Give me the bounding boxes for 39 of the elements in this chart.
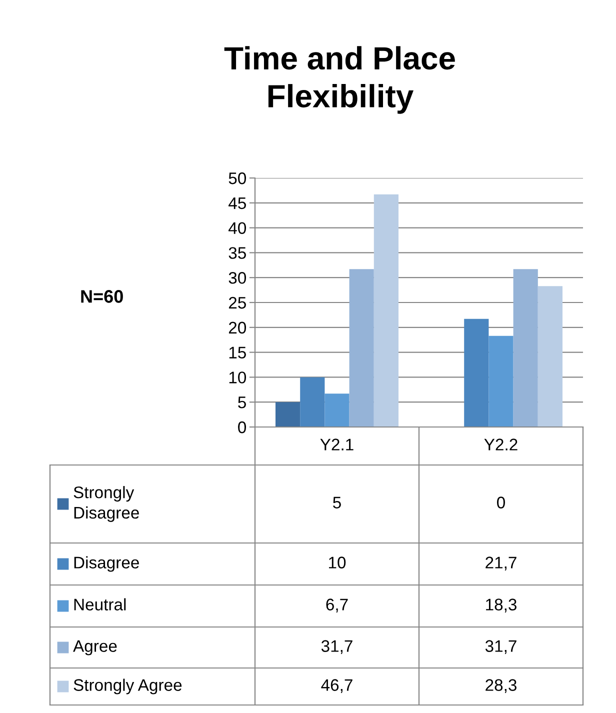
data-label: 18,3 xyxy=(486,598,516,612)
y-tick-label: 20 xyxy=(228,322,246,334)
bar xyxy=(300,377,325,427)
data-label: 31,7 xyxy=(321,640,352,654)
legend-label: Neutral xyxy=(74,598,126,610)
bar xyxy=(488,336,514,427)
y-tick-label: 30 xyxy=(228,272,246,284)
bar xyxy=(464,318,489,427)
data-label: 28,3 xyxy=(486,679,516,693)
data-label: 0 xyxy=(497,496,505,508)
y-tick-label: 25 xyxy=(228,296,246,309)
y-tick-label: 0 xyxy=(238,421,246,434)
x-tick-label: Y2.1 xyxy=(320,438,354,450)
y-tick-label: 40 xyxy=(228,222,246,234)
text: N=60 xyxy=(81,290,123,303)
data-label: 6,7 xyxy=(326,598,348,612)
bar xyxy=(513,269,538,427)
legend-label: Strongly Disagree xyxy=(74,486,139,522)
bar xyxy=(538,286,562,427)
y-tick-label: 5 xyxy=(238,396,246,408)
y-tick-label: 15 xyxy=(229,346,246,359)
y-tick-label: 10 xyxy=(229,372,246,384)
y-tick-label: 45 xyxy=(228,197,246,210)
bar xyxy=(374,194,398,427)
legend-label: Strongly Agree xyxy=(74,678,182,694)
x-tick-label: Y2.2 xyxy=(484,438,518,450)
chart-title: Time and Place Flexibility xyxy=(224,46,455,114)
legend-label: Agree xyxy=(73,640,117,656)
y-tick-label: 35 xyxy=(228,247,246,259)
data-label: 21,7 xyxy=(486,556,516,570)
data-label: 10 xyxy=(329,556,346,568)
legend-label: Disagree xyxy=(74,556,139,572)
bar xyxy=(324,394,350,427)
data-label: 5 xyxy=(333,496,341,508)
data-label: 31,7 xyxy=(485,640,516,654)
bar xyxy=(349,269,374,427)
y-tick-label: 50 xyxy=(228,172,246,184)
bar xyxy=(276,402,300,427)
data-label: 46,7 xyxy=(321,679,352,693)
